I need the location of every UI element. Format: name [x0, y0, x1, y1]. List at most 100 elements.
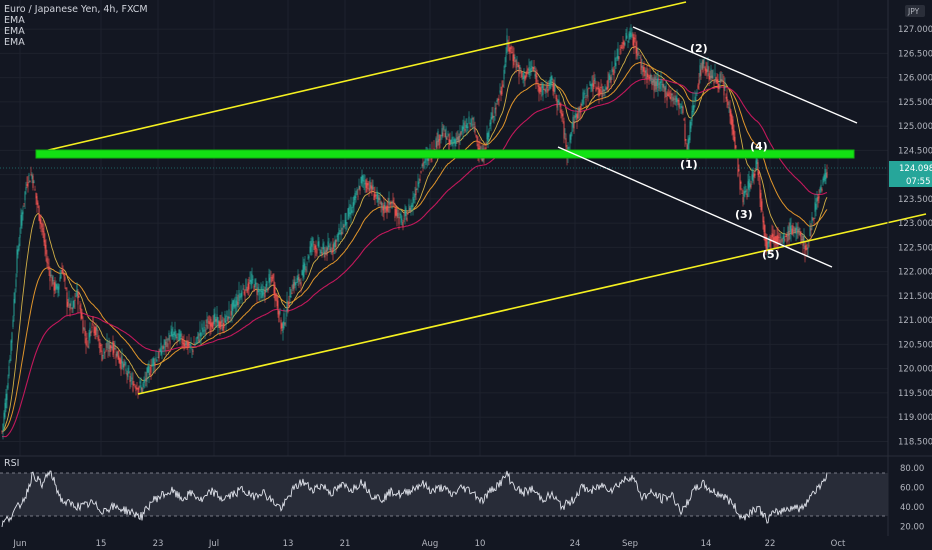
candle-body — [813, 217, 815, 219]
candle-body — [241, 291, 243, 297]
candle-body — [381, 202, 383, 209]
candle-body — [349, 212, 351, 214]
candle-body — [357, 196, 359, 198]
rsi-tick-label: 80.00 — [900, 464, 924, 474]
price-tick-label: 121.500 — [898, 292, 932, 302]
candle-body — [561, 113, 563, 117]
candle-body — [617, 48, 619, 60]
candle-body — [541, 85, 543, 89]
candle-body — [88, 332, 90, 341]
candle-body — [325, 249, 327, 253]
candle-body — [203, 321, 205, 329]
candle-body — [495, 107, 497, 110]
candle-body — [176, 337, 178, 339]
candle-body — [53, 282, 55, 291]
candle-body — [50, 274, 52, 277]
candle-body — [738, 169, 740, 172]
candle-body — [410, 204, 412, 211]
resistance-zone[interactable] — [35, 149, 855, 159]
candle-body — [253, 285, 255, 292]
candle-body — [308, 255, 310, 259]
candle-body — [371, 186, 373, 192]
candle-body — [816, 197, 818, 202]
candle-body — [528, 67, 530, 76]
candle-body — [578, 107, 580, 112]
indicator-ema-2[interactable]: EMA — [4, 26, 25, 37]
candle-body — [300, 281, 302, 286]
candle-body — [515, 59, 517, 68]
candle-body — [354, 192, 356, 201]
candle-body — [807, 247, 809, 249]
candle-body — [756, 158, 758, 165]
candle-body — [724, 86, 726, 89]
candle-body — [52, 275, 54, 282]
candle-body — [790, 225, 792, 235]
channel-upper-line[interactable] — [39, 1, 687, 153]
wedge-upper-line[interactable] — [632, 26, 858, 124]
candle-body — [558, 99, 560, 105]
channel-lower-line[interactable] — [137, 213, 927, 395]
candle-body — [224, 314, 226, 323]
candle-body — [201, 323, 203, 330]
candle-body — [334, 240, 336, 247]
candle-body — [753, 173, 755, 178]
indicator-ema-1[interactable]: EMA — [4, 15, 25, 26]
candle-body — [318, 241, 320, 248]
candle-body — [219, 321, 221, 330]
candle-body — [366, 183, 368, 193]
candle-body — [702, 59, 704, 73]
candle-body — [667, 94, 669, 96]
candle-body — [344, 219, 346, 227]
indicator-ema-3[interactable]: EMA — [4, 37, 25, 48]
candle-body — [147, 365, 149, 373]
candle-body — [619, 48, 621, 50]
candle-body — [76, 284, 78, 297]
time-tick-label: 13 — [283, 539, 294, 549]
candle-body — [138, 386, 140, 390]
candle-body — [213, 314, 215, 324]
candle-body — [458, 135, 460, 143]
candle-body — [22, 211, 24, 215]
candle-body — [175, 334, 177, 338]
candle-body — [183, 340, 185, 346]
time-tick-label: Aug — [422, 539, 439, 549]
candle-body — [151, 364, 153, 366]
candle-body — [164, 339, 166, 345]
candle-body — [249, 279, 251, 282]
time-tick-label: Jun — [12, 539, 26, 549]
candle-body — [60, 273, 62, 279]
rsi-title[interactable]: RSI — [4, 458, 20, 469]
candle-body — [43, 231, 45, 243]
candle-body — [382, 206, 384, 211]
candle-body — [661, 84, 663, 86]
candle-body — [505, 55, 507, 63]
candle-body — [740, 182, 742, 184]
candle-body — [424, 155, 426, 163]
candle-body — [200, 333, 202, 337]
candle-body — [111, 346, 113, 349]
candle-body — [27, 182, 29, 187]
candle-body — [137, 388, 139, 394]
rsi-axis: 80.00 60.00 40.00 20.00 — [900, 464, 924, 533]
candle-body — [270, 277, 272, 279]
candle-body — [809, 226, 811, 237]
candle-body — [385, 207, 387, 213]
candle-body — [781, 239, 783, 242]
candle-body — [20, 214, 22, 229]
candle-body — [445, 128, 447, 139]
candle-body — [441, 128, 443, 137]
candle-body — [268, 274, 270, 284]
candle-body — [188, 341, 190, 347]
candle-body — [141, 387, 143, 393]
candle-body — [728, 107, 730, 108]
candle-body — [504, 64, 506, 68]
candle-body — [51, 277, 53, 287]
candle-body — [413, 199, 415, 201]
candle-body — [806, 247, 808, 250]
candle-body — [729, 107, 731, 117]
wedge-lower-line[interactable] — [557, 146, 833, 268]
candle-body — [621, 44, 623, 49]
time-axis[interactable]: Jun 15 23 Jul 13 21 Aug 10 24 Sep 14 22 Oct — [12, 539, 846, 549]
candle-body — [190, 345, 192, 347]
